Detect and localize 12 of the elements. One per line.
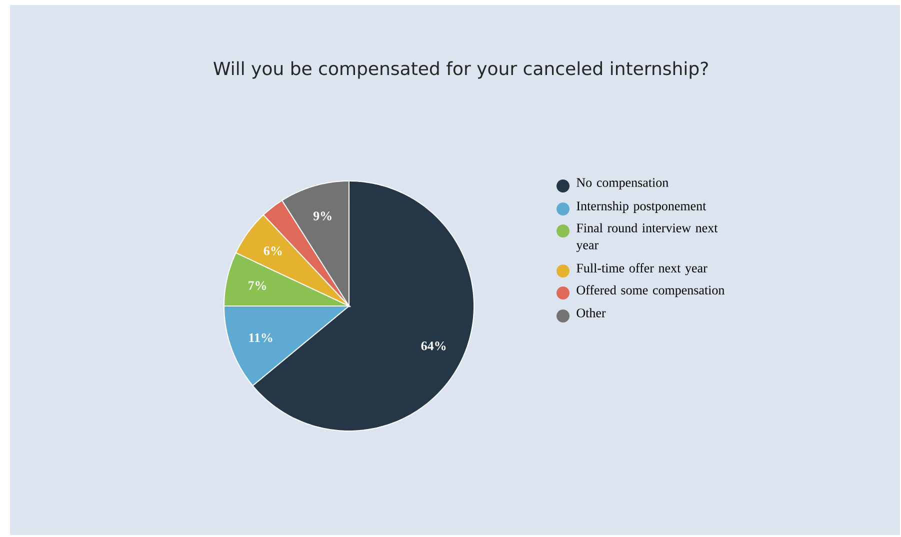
legend-label: Final round interview next year: [576, 223, 718, 252]
legend-label: No compensation: [576, 178, 668, 190]
data-label: 9%: [313, 212, 332, 220]
legend-label: Other: [576, 308, 606, 318]
legend-label: Internship postponement: [576, 201, 706, 213]
legend-label: Full-time offer next year: [576, 263, 708, 276]
data-label: 11%: [249, 333, 272, 342]
data-label: 6%: [264, 246, 282, 256]
data-label: 64%: [421, 342, 446, 350]
data-label: 7%: [248, 281, 266, 290]
chart-title: Will you be compensated for your canceled internship?: [214, 61, 708, 79]
legend-label: Offered some compensation: [576, 285, 725, 298]
